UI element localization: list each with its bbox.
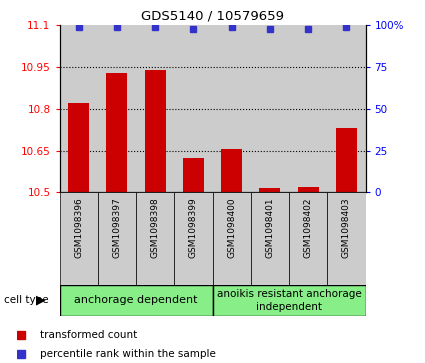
Bar xyxy=(174,25,212,192)
Bar xyxy=(212,192,251,285)
Bar xyxy=(259,188,280,192)
Bar xyxy=(106,73,128,192)
Bar xyxy=(60,25,98,192)
Text: GSM1098403: GSM1098403 xyxy=(342,197,351,258)
Text: anchorage dependent: anchorage dependent xyxy=(74,295,198,305)
Text: ▶: ▶ xyxy=(36,294,45,307)
Text: cell type: cell type xyxy=(4,295,49,305)
Text: GSM1098399: GSM1098399 xyxy=(189,197,198,258)
Bar xyxy=(212,25,251,192)
Text: GSM1098398: GSM1098398 xyxy=(150,197,160,258)
Bar xyxy=(251,192,289,285)
Bar xyxy=(144,70,166,192)
Bar xyxy=(174,192,212,285)
Bar xyxy=(98,25,136,192)
Bar xyxy=(289,192,327,285)
Bar xyxy=(336,129,357,192)
Bar xyxy=(68,103,89,192)
Text: anoikis resistant anchorage
independent: anoikis resistant anchorage independent xyxy=(217,289,361,311)
Text: GSM1098402: GSM1098402 xyxy=(303,197,313,257)
Bar xyxy=(60,285,212,316)
Bar xyxy=(221,149,242,192)
Text: GSM1098397: GSM1098397 xyxy=(112,197,122,258)
Bar xyxy=(136,25,174,192)
Bar xyxy=(289,25,327,192)
Text: GSM1098396: GSM1098396 xyxy=(74,197,83,258)
Text: GSM1098401: GSM1098401 xyxy=(265,197,275,258)
Bar xyxy=(327,192,366,285)
Bar xyxy=(327,25,366,192)
Bar xyxy=(251,25,289,192)
Text: GSM1098400: GSM1098400 xyxy=(227,197,236,258)
Bar xyxy=(98,192,136,285)
Text: percentile rank within the sample: percentile rank within the sample xyxy=(40,350,216,359)
Bar xyxy=(212,285,366,316)
Title: GDS5140 / 10579659: GDS5140 / 10579659 xyxy=(141,10,284,23)
Bar xyxy=(60,192,98,285)
Bar xyxy=(298,187,319,192)
Bar xyxy=(183,158,204,192)
Text: transformed count: transformed count xyxy=(40,330,138,340)
Bar xyxy=(136,192,174,285)
